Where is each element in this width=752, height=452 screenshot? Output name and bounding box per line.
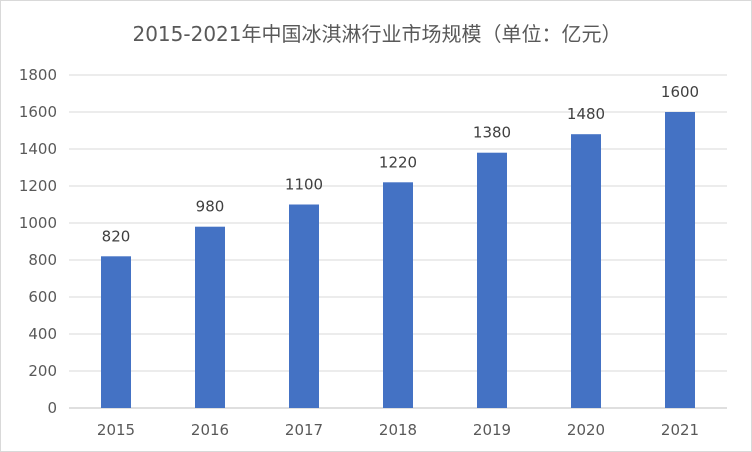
bar-2021 <box>665 112 695 408</box>
y-axis-ticks: 0 200 400 600 800 1000 1200 1400 1600 1800 <box>19 66 57 417</box>
chart-title: 2015-2021年中国冰淇淋行业市场规模（单位：亿元） <box>132 22 621 46</box>
y-tick-label: 1000 <box>19 214 57 232</box>
x-tick-label: 2020 <box>567 421 605 439</box>
data-label-2015: 820 <box>102 227 131 245</box>
data-label-2020: 1480 <box>567 105 605 123</box>
y-tick-label: 600 <box>28 288 57 306</box>
x-tick-label: 2019 <box>473 421 511 439</box>
bar-2020 <box>571 134 601 408</box>
x-axis-ticks: 2015 2016 2017 2018 2019 2020 2021 <box>97 421 699 439</box>
x-tick-label: 2015 <box>97 421 135 439</box>
y-tick-label: 1800 <box>19 66 57 84</box>
bar-2015 <box>101 256 131 408</box>
y-tick-label: 0 <box>47 399 57 417</box>
x-tick-label: 2017 <box>285 421 323 439</box>
data-label-2017: 1100 <box>285 176 323 194</box>
bars <box>101 112 695 408</box>
data-label-2016: 980 <box>196 198 225 216</box>
data-label-2019: 1380 <box>473 124 511 142</box>
bar-2019 <box>477 152 507 408</box>
y-tick-label: 1600 <box>19 103 57 121</box>
data-label-2021: 1600 <box>661 83 699 101</box>
y-tick-label: 800 <box>28 251 57 269</box>
x-tick-label: 2016 <box>191 421 229 439</box>
data-label-2018: 1220 <box>379 153 417 171</box>
bar-2016 <box>195 226 225 408</box>
y-tick-label: 1400 <box>19 140 57 158</box>
y-tick-label: 400 <box>28 325 57 343</box>
bar-2018 <box>383 182 413 408</box>
y-tick-label: 200 <box>28 362 57 380</box>
bar-2017 <box>289 204 319 408</box>
y-tick-label: 1200 <box>19 177 57 195</box>
x-tick-label: 2018 <box>379 421 417 439</box>
data-labels: 820 980 1100 1220 1380 1480 1600 <box>102 83 699 245</box>
x-tick-label: 2021 <box>661 421 699 439</box>
